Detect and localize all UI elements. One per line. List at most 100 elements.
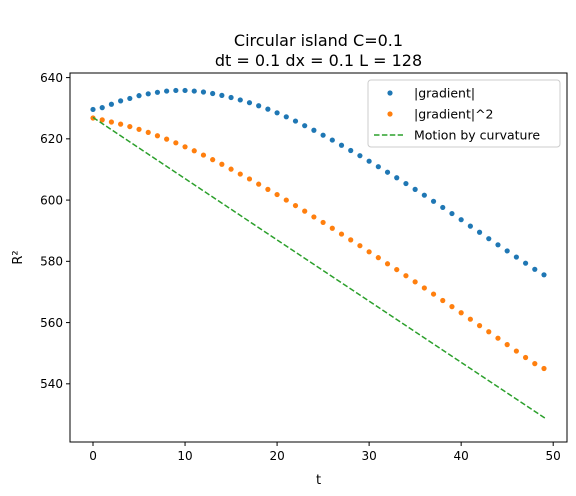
series-1-point-33 bbox=[394, 266, 400, 273]
series-0-point-44 bbox=[495, 242, 501, 248]
series-0-point-7 bbox=[154, 89, 161, 95]
series-0-point-13 bbox=[210, 90, 216, 97]
series-0-point-29 bbox=[357, 153, 363, 159]
series-1-point-1 bbox=[99, 117, 105, 123]
series-2-line bbox=[92, 116, 547, 420]
series-0-point-17 bbox=[246, 100, 253, 106]
series-1-point-4 bbox=[127, 123, 133, 130]
series-1-point-39 bbox=[449, 304, 455, 310]
series-0-point-48 bbox=[532, 266, 538, 272]
series-1-point-19 bbox=[265, 186, 271, 192]
y-axis: 540 560 580 600 620 640 bbox=[40, 71, 70, 391]
x-tick-label-10: 10 bbox=[177, 449, 192, 463]
series-1-point-44 bbox=[495, 335, 501, 341]
series-0-point-22 bbox=[292, 118, 299, 124]
series-1-point-18 bbox=[256, 181, 262, 187]
series-0-point-6 bbox=[145, 91, 151, 97]
series-0-point-45 bbox=[504, 248, 510, 254]
series-1-point-8 bbox=[164, 136, 170, 142]
series-0-point-43 bbox=[486, 236, 492, 242]
x-axis-label: t bbox=[316, 473, 321, 488]
series-1-point-36 bbox=[421, 285, 427, 291]
series-0-point-36 bbox=[421, 192, 427, 198]
series-1-point-2 bbox=[108, 119, 115, 125]
series-1-point-16 bbox=[237, 171, 243, 177]
series-0-point-25 bbox=[320, 132, 326, 138]
series-1-point-5 bbox=[136, 126, 142, 132]
series-1-point-17 bbox=[246, 176, 253, 182]
series-1-point-10 bbox=[182, 144, 188, 150]
series-0-point-0 bbox=[90, 106, 96, 113]
x-tick-label-20: 20 bbox=[269, 449, 284, 463]
series-1-point-43 bbox=[486, 329, 492, 335]
series-0-point-30 bbox=[366, 158, 372, 164]
series-1-point-31 bbox=[375, 255, 381, 261]
y-tick-label-640: 640 bbox=[40, 71, 63, 85]
series-1-point-29 bbox=[357, 243, 363, 249]
series-0-point-42 bbox=[476, 229, 483, 235]
series-1-point-11 bbox=[191, 148, 197, 154]
series-0-point-1 bbox=[99, 105, 105, 111]
series-0 bbox=[90, 87, 547, 278]
plot-area bbox=[90, 87, 547, 420]
series-1-point-37 bbox=[430, 291, 437, 297]
series-0-point-49 bbox=[541, 272, 547, 278]
series-1-point-6 bbox=[145, 129, 151, 136]
series-0-point-33 bbox=[394, 175, 400, 181]
legend-box bbox=[367, 79, 561, 148]
y-axis-label: R² bbox=[11, 250, 26, 264]
y-tick-label-560: 560 bbox=[40, 316, 63, 330]
x-tick-label-40: 40 bbox=[454, 449, 469, 463]
x-tick-label-50: 50 bbox=[546, 449, 561, 463]
series-1-point-42 bbox=[476, 323, 483, 329]
series-1-point-49 bbox=[541, 365, 547, 372]
series-0-point-23 bbox=[302, 123, 308, 129]
series-2 bbox=[92, 116, 547, 420]
legend-marker-gradient bbox=[387, 90, 393, 96]
series-0-point-40 bbox=[458, 217, 464, 223]
x-axis: 0 10 20 30 40 50 bbox=[89, 442, 561, 463]
series-0-point-4 bbox=[127, 95, 133, 102]
series-1-point-20 bbox=[274, 191, 280, 198]
x-tick-label-0: 0 bbox=[89, 449, 97, 463]
legend-label-curvature: Motion by curvature bbox=[414, 128, 540, 143]
series-0-point-18 bbox=[256, 103, 262, 109]
chart-title-line-1: Circular island C=0.1 bbox=[234, 31, 403, 50]
series-1-point-38 bbox=[440, 297, 446, 304]
y-tick-label-600: 600 bbox=[40, 193, 63, 207]
series-1-point-23 bbox=[302, 208, 308, 214]
series-1-point-9 bbox=[173, 140, 179, 146]
series-1-point-45 bbox=[504, 342, 510, 348]
series-1-point-7 bbox=[154, 133, 161, 139]
legend-label-gradient: |gradient| bbox=[414, 86, 475, 101]
series-0-point-8 bbox=[164, 88, 170, 94]
series-1-point-24 bbox=[311, 214, 317, 220]
chart-title-line-2: dt = 0.1 dx = 0.1 L = 128 bbox=[215, 51, 422, 70]
x-tick-label-30: 30 bbox=[361, 449, 376, 463]
series-1-point-14 bbox=[219, 161, 225, 167]
y-tick-label-620: 620 bbox=[40, 132, 63, 146]
series-0-point-21 bbox=[283, 114, 289, 120]
series-0-point-34 bbox=[403, 180, 409, 187]
series-0-point-27 bbox=[338, 142, 345, 148]
series-0-point-19 bbox=[265, 106, 271, 112]
series-1-point-40 bbox=[458, 310, 464, 316]
series-1-point-3 bbox=[118, 121, 124, 127]
series-0-point-15 bbox=[228, 94, 234, 101]
series-1-point-30 bbox=[366, 249, 372, 255]
series-0-point-12 bbox=[200, 89, 207, 95]
series-1-point-34 bbox=[403, 273, 409, 279]
series-0-point-24 bbox=[311, 127, 317, 133]
series-0-point-5 bbox=[136, 93, 142, 99]
series-0-point-38 bbox=[440, 204, 446, 211]
series-0-point-46 bbox=[513, 254, 519, 260]
series-1-point-26 bbox=[329, 225, 335, 231]
series-0-point-37 bbox=[430, 198, 437, 204]
y-tick-label-540: 540 bbox=[40, 377, 63, 391]
series-0-point-32 bbox=[384, 169, 391, 175]
series-0-point-41 bbox=[467, 223, 473, 229]
series-0-point-28 bbox=[348, 147, 354, 154]
series-0-point-2 bbox=[108, 101, 115, 107]
